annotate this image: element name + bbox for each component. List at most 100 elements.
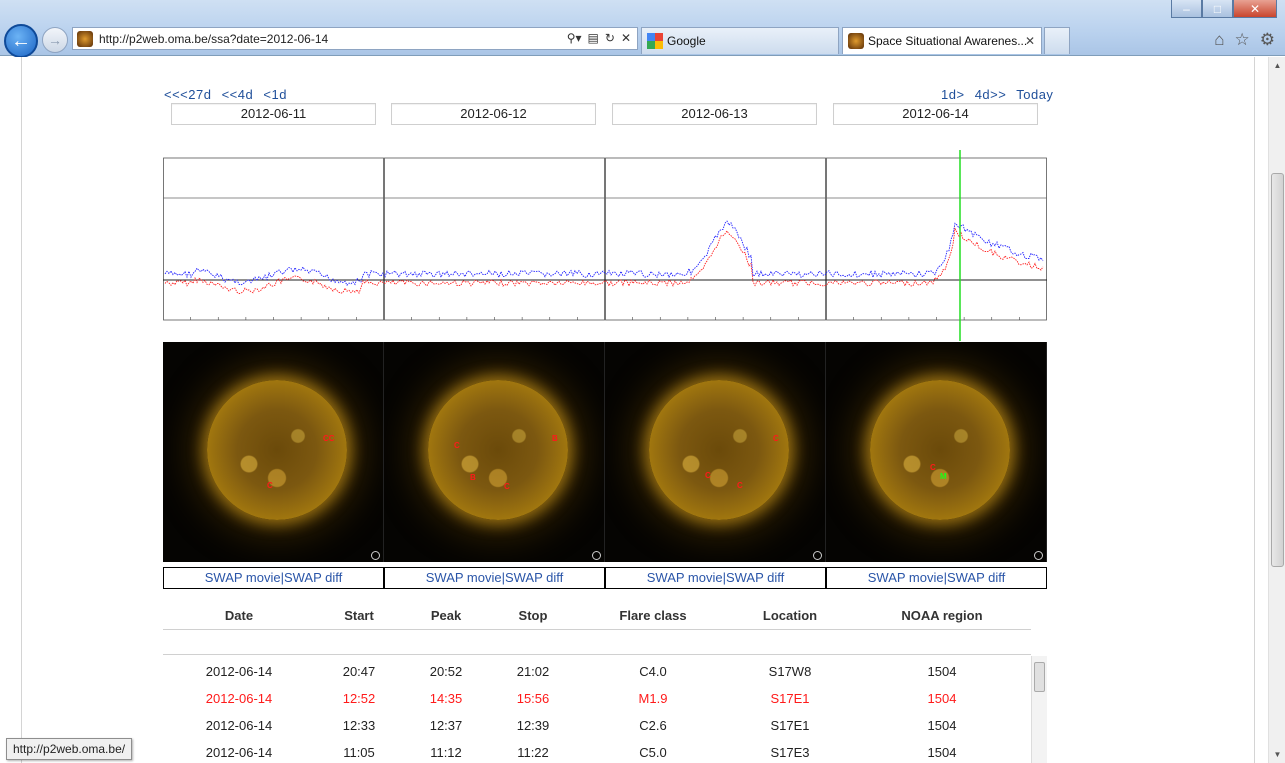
swap-movie-link[interactable]: SWAP movie [425,570,502,585]
back-button[interactable]: ← [4,24,38,58]
swap-diff-link[interactable]: |SWAP diff [501,570,564,585]
observatory-logo-icon [592,551,601,560]
nav-back-4d[interactable]: <<4d [221,87,254,102]
swap-image-2[interactable]: B C B C [384,342,605,562]
cell-start: 12:52 [342,691,376,706]
date-header-1: 2012-06-11 [171,103,376,125]
date-header-4: 2012-06-14 [833,103,1038,125]
flux-plots [163,150,1047,341]
cell-location: S17W8 [768,664,812,679]
swap-diff-link[interactable]: |SWAP diff [280,570,343,585]
cell-peak: 11:12 [430,745,462,760]
cell-peak: 12:37 [429,718,463,733]
movie-links-3: SWAP movie|SWAP diff [605,567,826,589]
forward-button[interactable]: → [42,27,68,53]
nav-forward-4d[interactable]: 4d>> [974,87,1007,102]
active-region-label: C [705,471,711,480]
minimize-button[interactable]: – [1171,0,1202,18]
swap-movie-link[interactable]: SWAP movie [646,570,723,585]
cell-location: S17E1 [770,691,810,706]
table-scrollbar-thumb[interactable] [1034,662,1045,692]
maximize-button[interactable]: □ [1202,0,1233,18]
cell-stop: 21:02 [516,664,550,679]
swap-image-3[interactable]: C C C [605,342,826,562]
nav-forward-1d[interactable]: 1d> [941,87,965,102]
stop-icon[interactable]: ✕ [620,31,631,45]
cell-class: C2.6 [639,718,667,733]
active-region-label: C [504,482,510,491]
flux-plot-svg [163,150,1047,341]
col-stop: Stop [518,608,548,623]
cell-region: 1504 [927,718,957,733]
cell-peak: 20:52 [429,664,463,679]
tab-label: Google [667,34,706,48]
tab-space-situational-awareness[interactable]: Space Situational Awarenes... ✕ [842,27,1042,54]
close-window-button[interactable]: ✕ [1233,0,1277,18]
nav-back-27d[interactable]: <<<27d [164,87,212,102]
cell-stop: 12:39 [516,718,550,733]
sun-disc [428,380,568,520]
page-scrollbar[interactable]: ▲ ▼ [1268,57,1285,763]
nav-back-1d[interactable]: <1d [263,87,287,102]
col-peak: Peak [430,608,462,623]
cell-location: S17E3 [770,745,810,760]
movie-links-1: SWAP movie|SWAP diff [163,567,384,589]
active-region-label: C [737,481,743,490]
cell-stop: 15:56 [516,691,550,706]
table-scrollbar[interactable] [1031,656,1047,763]
address-url[interactable]: http://p2web.oma.be/ssa?date=2012-06-14 [99,31,329,46]
tab-label: Space Situational Awarenes... [868,34,1028,48]
back-nav-links: <<<27d <<4d <1d [164,87,293,102]
tab-google[interactable]: Google [641,27,839,54]
status-url-tooltip: http://p2web.oma.be/ [6,738,133,760]
flaring-region-label: M [940,472,947,481]
cell-start: 20:47 [342,664,376,679]
movie-links-2: SWAP movie|SWAP diff [384,567,605,589]
swap-movie-link[interactable]: SWAP movie [867,570,944,585]
favorites-star-icon[interactable]: ☆ [1234,30,1250,49]
new-tab-button[interactable] [1044,27,1070,54]
cell-date: 2012-06-14 [205,745,273,760]
cell-date: 2012-06-14 [205,691,273,706]
active-region-label: C [930,463,936,472]
active-region-label: CC [323,434,335,443]
address-bar[interactable]: http://p2web.oma.be/ssa?date=2012-06-14 … [72,27,638,50]
cell-class: M1.9 [638,691,668,706]
home-icon[interactable]: ⌂ [1214,30,1225,49]
compatibility-icon[interactable]: ▤ [587,31,599,45]
scroll-up-arrow-icon[interactable]: ▲ [1273,61,1282,70]
swap-image-4[interactable]: C M [826,342,1047,562]
cell-location: S17E1 [770,718,810,733]
swap-images: CC C B C B C C C C C M [163,342,1047,562]
close-tab-icon[interactable]: ✕ [1024,34,1035,48]
observatory-logo-icon [371,551,380,560]
nav-today[interactable]: Today [1016,87,1054,102]
sun-disc [649,380,789,520]
active-region-label: C [773,434,779,443]
forward-nav-links: 1d> 4d>> Today [941,87,1059,102]
col-start: Start [344,608,374,623]
flare-table-body: 2012-06-14 20:47 20:52 21:02 C4.0 S17W8 … [163,654,1031,763]
col-location: Location [762,608,818,623]
flare-table-header: Date Start Peak Stop Flare class Locatio… [163,603,1031,630]
sun-disc [870,380,1010,520]
swap-image-1[interactable]: CC C [163,342,384,562]
swap-movie-link[interactable]: SWAP movie [204,570,281,585]
refresh-icon[interactable]: ↻ [604,31,615,45]
active-region-label: B [470,473,476,482]
flux-series-short [164,220,1044,286]
cell-date: 2012-06-14 [205,664,273,679]
plot-frame [163,157,384,321]
active-region-label: B [552,434,558,443]
scrollbar-thumb[interactable] [1271,173,1284,567]
swap-diff-link[interactable]: |SWAP diff [722,570,785,585]
search-icon[interactable]: ⚲▾ [566,31,582,45]
col-date: Date [224,608,254,623]
scroll-down-arrow-icon[interactable]: ▼ [1273,750,1282,759]
table-row: 2012-06-14 12:33 12:37 12:39 C2.6 S17E1 … [163,711,1031,738]
gear-icon[interactable]: ⚙ [1259,30,1275,49]
browser-chrome: – □ ✕ ← → http://p2web.oma.be/ssa?date=2… [0,0,1285,58]
cell-region: 1504 [927,691,957,706]
swap-diff-link[interactable]: |SWAP diff [943,570,1006,585]
flux-series-long [164,227,1044,295]
